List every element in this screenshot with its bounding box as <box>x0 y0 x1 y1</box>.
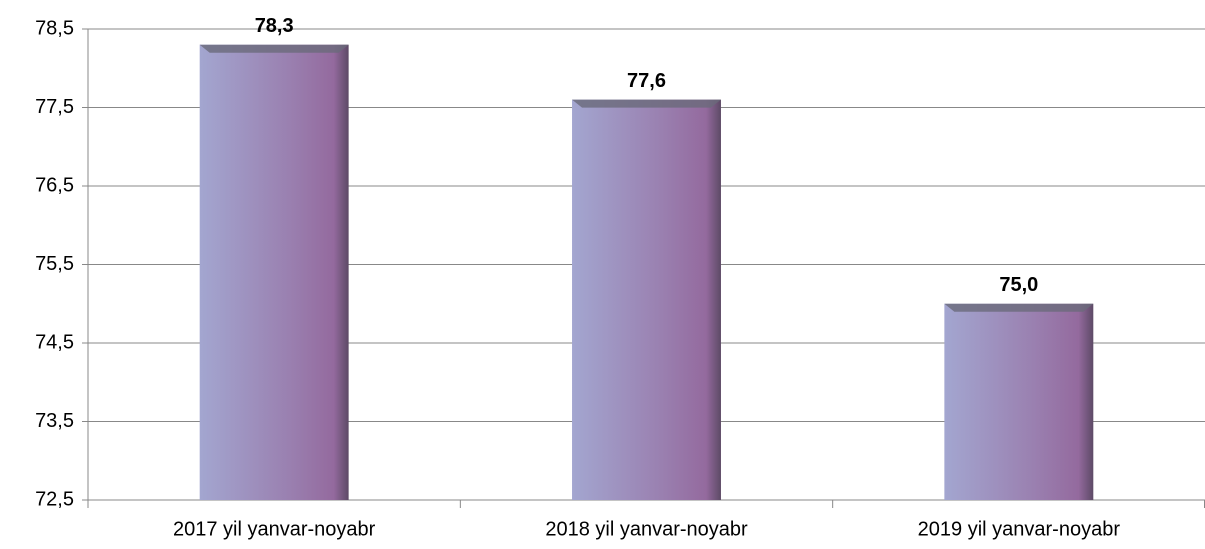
data-label: 75,0 <box>999 274 1038 296</box>
x-tick-label: 2017 yil yanvar-noyabr <box>173 518 376 540</box>
y-tick-label: 78,5 <box>35 17 74 39</box>
y-tick-label: 77,5 <box>35 96 74 118</box>
y-tick-label: 73,5 <box>35 410 74 432</box>
y-tick-label: 72,5 <box>35 488 74 510</box>
bar <box>572 99 721 501</box>
bar <box>199 44 349 500</box>
y-tick-label: 75,5 <box>35 253 74 275</box>
y-tick-label: 76,5 <box>35 174 74 196</box>
bar <box>944 303 1094 500</box>
bar-bevel <box>572 99 721 108</box>
x-tick-label: 2018 yil yanvar-noyabr <box>545 518 748 540</box>
data-label: 78,3 <box>255 15 294 37</box>
bar-bevel <box>199 44 349 53</box>
x-tick-label: 2019 yil yanvar-noyabr <box>918 518 1121 540</box>
data-label: 77,6 <box>627 70 666 92</box>
bar-bevel <box>944 303 1094 312</box>
y-tick-label: 74,5 <box>35 331 74 353</box>
